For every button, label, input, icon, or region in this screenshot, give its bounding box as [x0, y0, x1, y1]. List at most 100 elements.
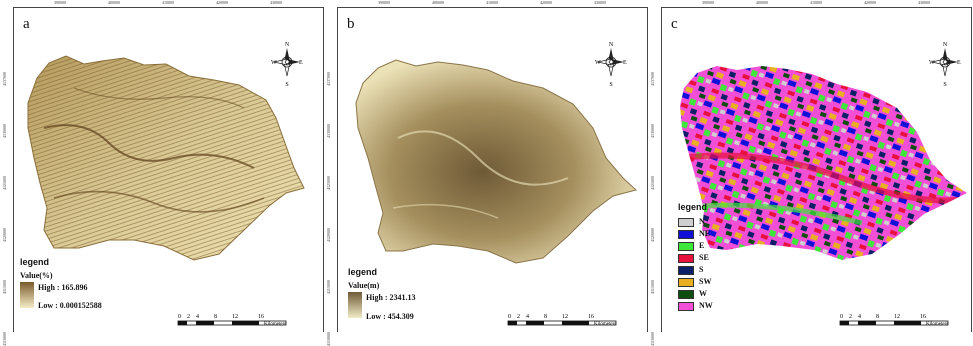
svg-text:N: N: [943, 42, 948, 48]
coord-tick-top: 430000: [918, 0, 930, 5]
svg-text:W: W: [595, 60, 601, 66]
coord-tick-left: 4130000: [2, 124, 7, 138]
coord-tick-top: 410000: [486, 0, 498, 5]
svg-text:E: E: [299, 60, 303, 66]
coord-tick-left: 4125000: [326, 176, 331, 190]
svg-text:4: 4: [196, 314, 199, 320]
svg-text:0: 0: [178, 314, 181, 320]
svg-text:S: S: [943, 82, 946, 88]
svg-text:E: E: [623, 60, 627, 66]
coord-tick-left: 4125000: [650, 176, 655, 190]
svg-text:2: 2: [517, 314, 520, 320]
legend-swatch: [678, 290, 694, 299]
svg-text:S: S: [609, 82, 612, 88]
coord-tick-top: 430000: [594, 0, 606, 5]
legend-label: SW: [699, 277, 712, 286]
coord-tick-top: 400000: [432, 0, 444, 5]
legend-label: N: [699, 217, 705, 226]
coord-tick-left: 4137000: [326, 72, 331, 86]
coord-tick-left: 4110000: [326, 332, 331, 346]
svg-text:8: 8: [214, 314, 217, 320]
svg-text:W: W: [271, 60, 277, 66]
legend-label: S: [699, 265, 704, 274]
coord-tick-top: 420000: [216, 0, 228, 5]
svg-text:4: 4: [526, 314, 529, 320]
slope-map: [27, 55, 305, 261]
legend-title: legend: [20, 257, 50, 267]
svg-text:16: 16: [258, 314, 264, 320]
svg-text:S: S: [285, 82, 288, 88]
north-arrow-icon: N S W E: [271, 42, 303, 88]
legend-label: E: [699, 241, 705, 250]
coord-tick-left: 4130000: [326, 124, 331, 138]
coord-tick-left: 4110000: [2, 332, 7, 346]
legend-swatch: [678, 302, 694, 311]
svg-text:12: 12: [232, 314, 238, 320]
legend-title: legend: [678, 202, 708, 212]
coord-tick-top: 420000: [540, 0, 552, 5]
legend-label: NW: [699, 301, 713, 310]
coord-tick-left: 4120000: [650, 228, 655, 242]
svg-text:E: E: [957, 60, 961, 66]
north-arrow-icon: N S W E: [595, 42, 627, 88]
legend-title: legend: [348, 267, 378, 277]
svg-text:16: 16: [920, 314, 926, 320]
legend-swatch: [678, 266, 694, 275]
svg-text:Kilometers: Kilometers: [594, 322, 616, 327]
color-ramp: [20, 282, 34, 308]
elevation-map: [355, 59, 638, 264]
ramp-high-label: High : 165.896: [38, 283, 88, 292]
coord-tick-top: 390000: [378, 0, 390, 5]
svg-text:4: 4: [858, 314, 861, 320]
svg-text:16: 16: [588, 314, 594, 320]
svg-text:2: 2: [187, 314, 190, 320]
legend-label: SE: [699, 253, 709, 262]
map-panel-slope: a N S W E legend Value(%) High : 165.89: [2, 0, 324, 346]
map-panel-aspect: c N S: [650, 0, 972, 346]
coord-tick-left: 4125000: [2, 176, 7, 190]
aspect-map: [680, 66, 967, 260]
ramp-high-label: High : 2341.13: [366, 293, 416, 302]
svg-text:N: N: [609, 42, 614, 48]
svg-text:0: 0: [840, 314, 843, 320]
coord-tick-top: 410000: [810, 0, 822, 5]
legend-label: W: [699, 289, 707, 298]
coord-tick-top: 400000: [108, 0, 120, 5]
panel-letter: c: [671, 16, 678, 32]
legend-swatch: [678, 230, 694, 239]
legend-swatch: [678, 218, 694, 227]
north-arrow-icon: N S W E: [929, 42, 961, 88]
legend-label: NE: [699, 229, 711, 238]
coord-tick-left: 4120000: [326, 228, 331, 242]
watershed-shape: [355, 59, 638, 264]
ramp-low-label: Low : 0.000152588: [38, 301, 102, 310]
svg-text:8: 8: [876, 314, 879, 320]
panel-letter: a: [23, 16, 30, 32]
coord-tick-left: 4115000: [326, 280, 331, 294]
coord-tick-left: 4137000: [650, 72, 655, 86]
coord-tick-top: 430000: [270, 0, 282, 5]
coord-tick-left: 4110000: [650, 332, 655, 346]
svg-text:N: N: [285, 42, 290, 48]
legend-value-title: Value(m): [348, 281, 380, 290]
coord-tick-top: 420000: [864, 0, 876, 5]
coord-tick-top: 410000: [162, 0, 174, 5]
svg-text:12: 12: [894, 314, 900, 320]
coord-tick-left: 4130000: [650, 124, 655, 138]
svg-text:12: 12: [562, 314, 568, 320]
svg-text:Kilometers: Kilometers: [926, 322, 948, 327]
coord-tick-left: 4120000: [2, 228, 7, 242]
map-panel-elevation: b N S W E legend Value(m) High : 2341.13…: [326, 0, 648, 346]
svg-text:Kilometers: Kilometers: [264, 322, 286, 327]
coord-tick-top: 390000: [54, 0, 66, 5]
coord-tick-top: 400000: [756, 0, 768, 5]
ramp-low-label: Low : 454.309: [366, 312, 414, 321]
legend-value-title: Value(%): [20, 271, 53, 280]
legend-swatch: [678, 278, 694, 287]
coord-tick-left: 4115000: [650, 280, 655, 294]
svg-text:W: W: [929, 60, 935, 66]
legend-swatch: [678, 242, 694, 251]
